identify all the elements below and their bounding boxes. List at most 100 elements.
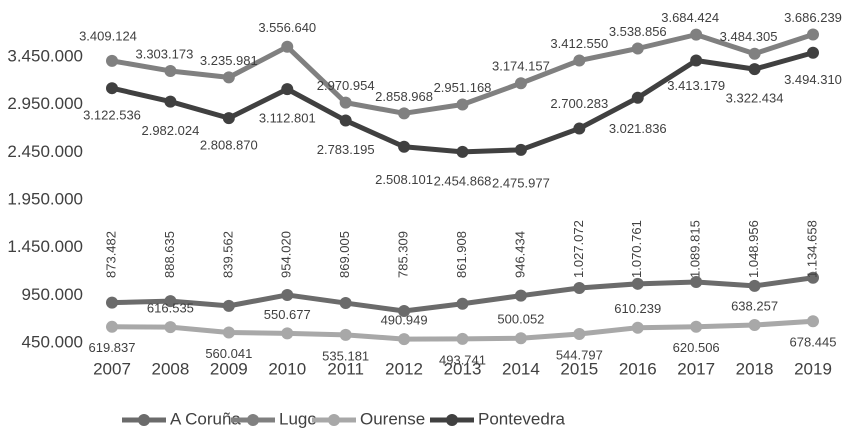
y-tick-label: 1.950.000 xyxy=(7,189,83,208)
point xyxy=(222,71,235,84)
legend-marker xyxy=(247,414,259,426)
point xyxy=(222,326,235,339)
data-label: 2.982.024 xyxy=(141,123,199,138)
point xyxy=(807,46,819,59)
data-label: 3.322.434 xyxy=(726,91,784,106)
data-label: 490.949 xyxy=(381,313,428,328)
x-tick-label: 2019 xyxy=(794,359,832,378)
data-label: 3.484.305 xyxy=(720,29,778,44)
x-tick-label: 2014 xyxy=(502,359,540,378)
x-tick-label: 2011 xyxy=(327,359,364,378)
data-label: 3.235.981 xyxy=(200,53,258,68)
data-label: 3.303.173 xyxy=(135,46,193,61)
point xyxy=(164,295,177,308)
data-label: 3.174.157 xyxy=(492,59,550,74)
x-tick-label: 2009 xyxy=(210,359,248,378)
point xyxy=(807,28,819,41)
data-label: 610.239 xyxy=(614,301,661,316)
point xyxy=(398,140,411,153)
data-label: 2.951.168 xyxy=(434,80,492,95)
y-tick-label: 3.450.000 xyxy=(7,46,83,65)
point xyxy=(573,122,586,135)
point xyxy=(398,107,411,120)
data-label: 620.506 xyxy=(673,340,720,355)
data-label: 550.677 xyxy=(264,307,311,322)
data-label: 3.494.310 xyxy=(784,72,842,87)
point xyxy=(573,327,586,340)
data-label: 1.089.815 xyxy=(688,220,703,278)
point xyxy=(631,277,644,290)
data-label: 1.048.956 xyxy=(746,220,761,278)
legend-label: Pontevedra xyxy=(478,409,565,428)
point xyxy=(281,288,294,301)
point xyxy=(690,54,703,67)
point xyxy=(456,332,469,345)
point xyxy=(164,64,177,77)
data-label: 2.508.101 xyxy=(375,172,433,187)
legend-marker xyxy=(328,414,340,426)
x-tick-label: 2010 xyxy=(268,359,306,378)
data-label: 861.908 xyxy=(454,231,469,278)
data-label: 888.635 xyxy=(162,231,177,278)
point xyxy=(339,297,352,310)
legend-label: A Coruña xyxy=(170,409,241,428)
point xyxy=(164,321,177,334)
data-label: 3.538.856 xyxy=(609,24,667,39)
data-label: 2.808.870 xyxy=(200,138,258,153)
point xyxy=(339,114,352,127)
point xyxy=(281,83,294,96)
data-label: 2.475.977 xyxy=(492,175,550,190)
point xyxy=(748,279,761,292)
x-tick-label: 2007 xyxy=(93,359,131,378)
data-label: 2.783.195 xyxy=(317,142,375,157)
point xyxy=(807,315,819,328)
x-tick-label: 2013 xyxy=(444,359,482,378)
point xyxy=(106,54,118,67)
point xyxy=(339,328,352,341)
point xyxy=(456,297,469,310)
data-label: 3.686.239 xyxy=(784,10,842,25)
data-label: 2.970.954 xyxy=(317,78,375,93)
point xyxy=(106,82,118,95)
data-label: 785.309 xyxy=(396,231,411,278)
point xyxy=(222,112,235,125)
x-tick-label: 2017 xyxy=(677,359,715,378)
y-tick-label: 2.950.000 xyxy=(7,94,83,113)
legend-marker xyxy=(138,414,150,426)
data-label: 3.556.640 xyxy=(258,20,316,35)
legend-label: Lugo xyxy=(279,409,317,428)
data-label: 560.041 xyxy=(205,346,252,361)
data-label: 638.257 xyxy=(731,298,778,313)
data-label: 500.052 xyxy=(497,312,544,327)
data-label: 1.027.072 xyxy=(571,220,586,278)
y-tick-label: 2.450.000 xyxy=(7,142,83,161)
point xyxy=(281,327,294,340)
point xyxy=(748,319,761,332)
point xyxy=(631,321,644,334)
data-label: 873.482 xyxy=(103,231,118,278)
data-label: 954.020 xyxy=(279,231,294,278)
data-label: 946.434 xyxy=(512,231,527,278)
point xyxy=(398,305,411,318)
x-tick-label: 2008 xyxy=(152,359,190,378)
y-tick-label: 450.000 xyxy=(22,332,83,351)
point xyxy=(690,320,703,333)
data-label: 3.412.550 xyxy=(550,36,608,51)
point xyxy=(281,40,294,53)
x-tick-label: 2018 xyxy=(736,359,774,378)
data-label: 869.005 xyxy=(337,231,352,278)
point xyxy=(106,320,118,333)
point xyxy=(106,296,118,309)
y-tick-label: 950.000 xyxy=(22,285,83,304)
data-label: 1.070.761 xyxy=(629,220,644,278)
point xyxy=(164,95,177,108)
legend-marker xyxy=(446,414,458,426)
point xyxy=(398,333,411,346)
data-label: 3.409.124 xyxy=(79,28,137,43)
point xyxy=(339,96,352,109)
point xyxy=(807,271,819,284)
data-label: 2.858.968 xyxy=(375,89,433,104)
data-label: 3.021.836 xyxy=(609,121,667,136)
point xyxy=(456,145,469,158)
